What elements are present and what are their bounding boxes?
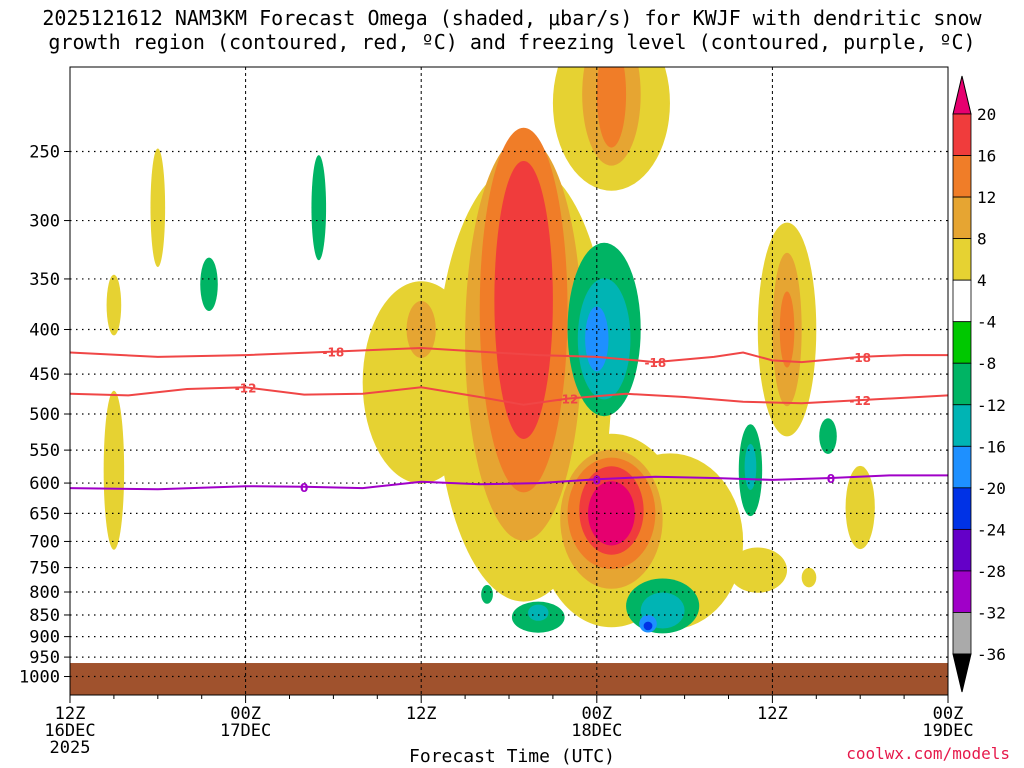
credit-text: coolwx.com/models: [846, 744, 1010, 763]
freezing-level-line: [70, 474, 948, 491]
y-tick-label-700: 700: [29, 532, 60, 552]
colorbar-bin-8: [952, 445, 972, 489]
colorbar-label-4: 4: [977, 271, 987, 290]
colorbar-label-2: 12: [977, 188, 996, 207]
freezing-level-label-2: 0: [827, 472, 835, 486]
freezing-level-label-0: 0: [300, 481, 308, 495]
omega-region-33: [494, 160, 553, 439]
colorbar-bin-5: [952, 321, 972, 364]
y-tick-label-500: 500: [29, 405, 60, 425]
omega-region-0: [103, 390, 125, 550]
colorbar-label-9: -20: [977, 479, 1006, 498]
colorbar-bin-7: [952, 404, 972, 447]
omega-region-30: [528, 604, 549, 621]
y-axis: 2503003504004505005506006507007508008509…: [19, 143, 70, 688]
colorbar-bin-11: [952, 570, 972, 613]
y-tick-label-850: 850: [29, 606, 60, 626]
dgz-contour-0-label-0: -18: [323, 346, 345, 360]
x-tick-label-3-0: 00Z: [581, 704, 612, 724]
omega-shading: [103, 67, 875, 634]
colorbar-bin-4: [952, 279, 972, 323]
colorbar-label-6: -8: [977, 354, 996, 373]
x-tick-label-3-1: 18DEC: [571, 721, 622, 741]
colorbar-bin-9: [952, 487, 972, 530]
omega-region-2: [106, 274, 122, 336]
colorbar-label-0: 20: [977, 105, 996, 124]
colorbar-bin-12: [952, 612, 972, 655]
colorbar-label-5: -4: [977, 313, 996, 332]
ground-layer: [70, 663, 948, 695]
x-tick-label-1-0: 00Z: [230, 704, 261, 724]
omega-region-14: [406, 301, 436, 358]
omega-region-24: [819, 418, 837, 454]
dgz-contour-1-label-0: -12: [235, 381, 257, 395]
chart-title-line-2: growth region (contoured, red, ºC) and f…: [48, 30, 976, 54]
colorbar-arrow-bottom: [952, 653, 972, 693]
y-tick-label-750: 750: [29, 559, 60, 579]
dgz-contour-1-line: [70, 386, 948, 406]
omega-region-38: [643, 621, 653, 631]
colorbar-label-1: 16: [977, 147, 996, 166]
dgz-contour-1-label-1: -12: [557, 393, 579, 407]
y-tick-label-300: 300: [29, 212, 60, 232]
x-tick-label-0-1: 16DEC: [44, 721, 95, 741]
colorbar-label-11: -28: [977, 562, 1006, 581]
colorbar-label-8: -16: [977, 437, 1006, 456]
omega-region-11: [801, 567, 817, 588]
omega-region-21: [481, 584, 493, 604]
dgz-contour-0-label-2: -18: [849, 351, 871, 365]
dgz-contour-0-label-1: -18: [644, 356, 666, 370]
x-tick-label-2-0: 12Z: [406, 704, 437, 724]
y-tick-label-450: 450: [29, 365, 60, 385]
dgz-contour-1-label-2: -12: [849, 394, 871, 408]
omega-region-9: [845, 465, 875, 550]
omega-region-13: [200, 257, 218, 312]
y-tick-label-1000: 1000: [19, 668, 60, 688]
chart-title-line-1: 2025121612 NAM3KM Forecast Omega (shaded…: [42, 6, 982, 30]
x-tick-label-0-0: 12Z: [55, 704, 86, 724]
omega-region-12: [311, 155, 327, 261]
x-tick-label-5-0: 00Z: [933, 704, 964, 724]
contour-lines: -18 -18 -18 -12 -12 -12 0 0 0: [70, 346, 948, 495]
y-tick-label-400: 400: [29, 321, 60, 341]
omega-region-26: [596, 67, 627, 148]
x-axis-title: Forecast Time (UTC): [409, 746, 615, 767]
colorbar-arrow-top: [952, 75, 972, 115]
y-tick-label-950: 950: [29, 648, 60, 668]
y-tick-label-900: 900: [29, 628, 60, 648]
freezing-level-label-1: 0: [593, 473, 601, 487]
omega-region-32: [779, 291, 795, 368]
colorbar-bin-0: [952, 113, 972, 156]
colorbar-label-7: -12: [977, 396, 1006, 415]
colorbar-label-12: -32: [977, 603, 1006, 622]
colorbar: 20 16 12 8 4 -4 -8 -12 -16 -20 -24 -28 -32 -36: [952, 75, 1006, 693]
colorbar-bin-10: [952, 528, 972, 572]
dgz-contour-0-line: [70, 346, 948, 364]
colorbar-bin-2: [952, 196, 972, 240]
x-tick-label-1-1: 17DEC: [220, 721, 271, 741]
colorbar-bin-1: [952, 155, 972, 198]
x-tick-label-0-2: 2025: [50, 738, 91, 758]
omega-region-1: [150, 148, 166, 267]
ground-fill: [70, 663, 948, 695]
colorbar-label-10: -24: [977, 520, 1006, 539]
colorbar-bin-6: [952, 362, 972, 406]
colorbar-label-3: 8: [977, 230, 987, 249]
y-tick-label-250: 250: [29, 143, 60, 163]
y-tick-label-350: 350: [29, 270, 60, 290]
x-tick-label-5-1: 19DEC: [922, 721, 973, 741]
grid-lines: [70, 67, 948, 695]
colorbar-bin-3: [952, 238, 972, 281]
y-tick-label-650: 650: [29, 504, 60, 524]
colorbar-label-13: -36: [977, 645, 1006, 664]
omega-region-10: [728, 547, 788, 593]
y-tick-label-550: 550: [29, 441, 60, 461]
x-tick-label-4-0: 12Z: [757, 704, 788, 724]
y-tick-label-600: 600: [29, 474, 60, 494]
y-tick-label-800: 800: [29, 583, 60, 603]
